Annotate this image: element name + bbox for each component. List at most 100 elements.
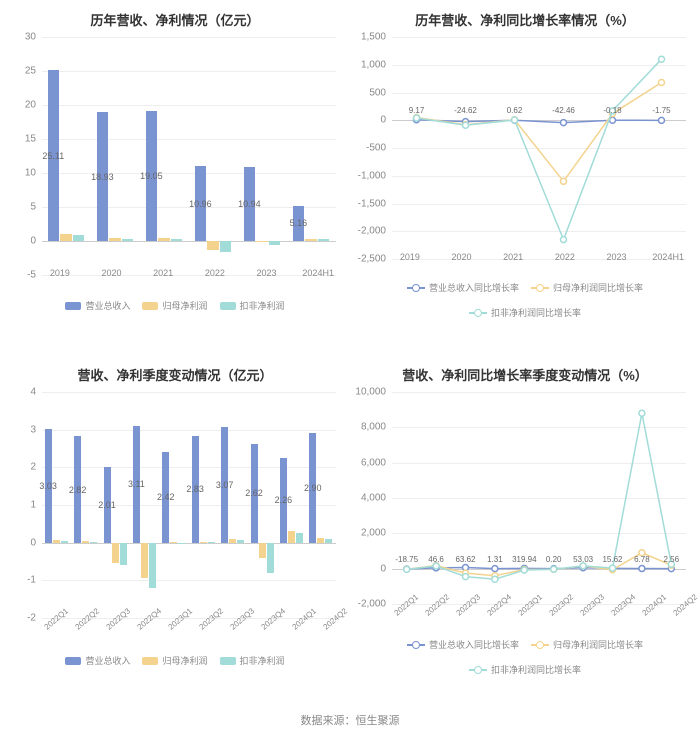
legend-item: 扣非净利润 <box>220 299 285 312</box>
point-label: -42.46 <box>552 106 575 115</box>
line-marker <box>639 566 645 572</box>
y-tick-label: 3 <box>30 424 36 435</box>
x-tick-label: 2024H1 <box>642 252 694 262</box>
legend-item: 归母净利润 <box>142 299 207 312</box>
legend-swatch <box>65 302 81 310</box>
panel-bottom-right: 营收、净利同比增长率季度变动情况（%） -2,00002,0004,0006,0… <box>350 355 700 710</box>
bar <box>237 540 244 543</box>
line-marker <box>659 56 665 62</box>
x-axis-labels: 2022Q12022Q22022Q32022Q42023Q12023Q22023… <box>384 597 694 612</box>
legend-line-swatch <box>469 309 487 317</box>
point-label: 0.20 <box>546 555 562 564</box>
bar <box>178 543 185 544</box>
legend-line-swatch <box>469 666 487 674</box>
y-tick-label: 1,500 <box>361 32 386 43</box>
bar <box>90 542 97 543</box>
chart-title: 历年营收、净利同比增长率情况（%） <box>358 10 692 29</box>
legend-swatch <box>220 657 236 665</box>
y-tick-label: 8,000 <box>361 422 386 433</box>
legend-swatch <box>142 657 158 665</box>
point-label: -24.62 <box>454 106 477 115</box>
bar <box>53 540 60 543</box>
line-marker <box>404 566 410 572</box>
line-marker <box>492 566 498 572</box>
legend-item: 归母净利润 <box>142 654 207 667</box>
point-label: 46.6 <box>428 555 444 564</box>
value-label: 2.62 <box>245 488 263 498</box>
x-axis-labels: 201920202021202220232024H1 <box>34 268 344 278</box>
bar <box>60 234 72 241</box>
legend-item: 营业总收入 <box>65 654 130 667</box>
y-tick-label: -1,000 <box>358 170 386 181</box>
y-tick-label: 2,000 <box>361 528 386 539</box>
bar <box>141 543 148 579</box>
point-label: 1.31 <box>487 555 503 564</box>
bar <box>269 241 281 245</box>
y-tick-label: 0 <box>30 537 36 548</box>
bar <box>200 542 207 543</box>
point-label: -0.18 <box>603 106 621 115</box>
y-tick-label: 30 <box>25 32 36 43</box>
line-marker <box>561 120 567 126</box>
line-marker <box>463 574 469 580</box>
bar <box>61 541 68 543</box>
bar <box>207 241 219 250</box>
x-tick-label: 2022 <box>189 268 241 278</box>
bar <box>288 531 295 542</box>
point-label: 319.94 <box>512 555 536 564</box>
bar <box>325 539 332 543</box>
y-tick-label: -2,000 <box>358 599 386 610</box>
y-tick-label: 0 <box>380 563 386 574</box>
point-label: 6.78 <box>634 555 650 564</box>
legend-label: 归母净利润 <box>162 654 207 667</box>
value-label: 2.90 <box>304 483 322 493</box>
legend: 营业总收入归母净利润扣非净利润 <box>8 654 342 667</box>
y-tick-label: 4 <box>30 387 36 398</box>
bar <box>229 539 236 543</box>
x-tick-label: 2019 <box>384 252 436 262</box>
y-tick-label: 2 <box>30 462 36 473</box>
line-marker <box>414 115 420 121</box>
value-label: 10.94 <box>238 199 261 209</box>
line-marker <box>561 237 567 243</box>
legend-item: 扣非净利润同比增长率 <box>469 663 581 676</box>
y-tick-label: 5 <box>30 202 36 213</box>
bar <box>149 543 156 588</box>
x-tick-label: 2019 <box>34 268 86 278</box>
bar <box>112 543 119 564</box>
chart-grid: 历年营收、净利情况（亿元） -505101520253025.1118.9319… <box>0 0 700 710</box>
legend-label: 营业总收入同比增长率 <box>429 638 519 651</box>
y-tick-label: -2,000 <box>358 226 386 237</box>
legend-swatch <box>65 657 81 665</box>
value-label: 25.11 <box>42 151 64 161</box>
y-tick-label: -1 <box>27 575 36 586</box>
legend-swatch <box>220 302 236 310</box>
point-label: -18.75 <box>395 555 418 564</box>
x-tick-label: 2022 <box>539 252 591 262</box>
x-axis-labels: 2022Q12022Q22022Q32022Q42023Q12023Q22023… <box>34 611 344 626</box>
x-tick-label: 2020 <box>86 268 138 278</box>
legend-item: 营业总收入同比增长率 <box>407 281 519 294</box>
line-marker <box>551 566 557 572</box>
value-label: 10.96 <box>189 199 212 209</box>
y-tick-label: 4,000 <box>361 493 386 504</box>
y-tick-label: 10 <box>25 168 36 179</box>
point-label: 15.62 <box>602 555 622 564</box>
point-label: 2.56 <box>664 555 680 564</box>
legend-label: 归母净利润同比增长率 <box>553 281 643 294</box>
y-tick-label: 1 <box>30 500 36 511</box>
y-tick-label: -500 <box>366 143 386 154</box>
value-label: 2.83 <box>186 484 204 494</box>
legend-swatch <box>142 302 158 310</box>
legend-line-swatch <box>407 284 425 292</box>
y-tick-label: 1,000 <box>361 59 386 70</box>
y-tick-label: 0 <box>380 115 386 126</box>
bar <box>256 241 268 242</box>
x-tick-label: 2020 <box>436 252 488 262</box>
bar <box>318 239 330 241</box>
line-marker <box>561 178 567 184</box>
y-tick-label: -2,500 <box>358 254 386 265</box>
y-tick-label: 25 <box>25 66 36 77</box>
point-label: 0.62 <box>507 106 523 115</box>
legend-item: 营业总收入同比增长率 <box>407 638 519 651</box>
